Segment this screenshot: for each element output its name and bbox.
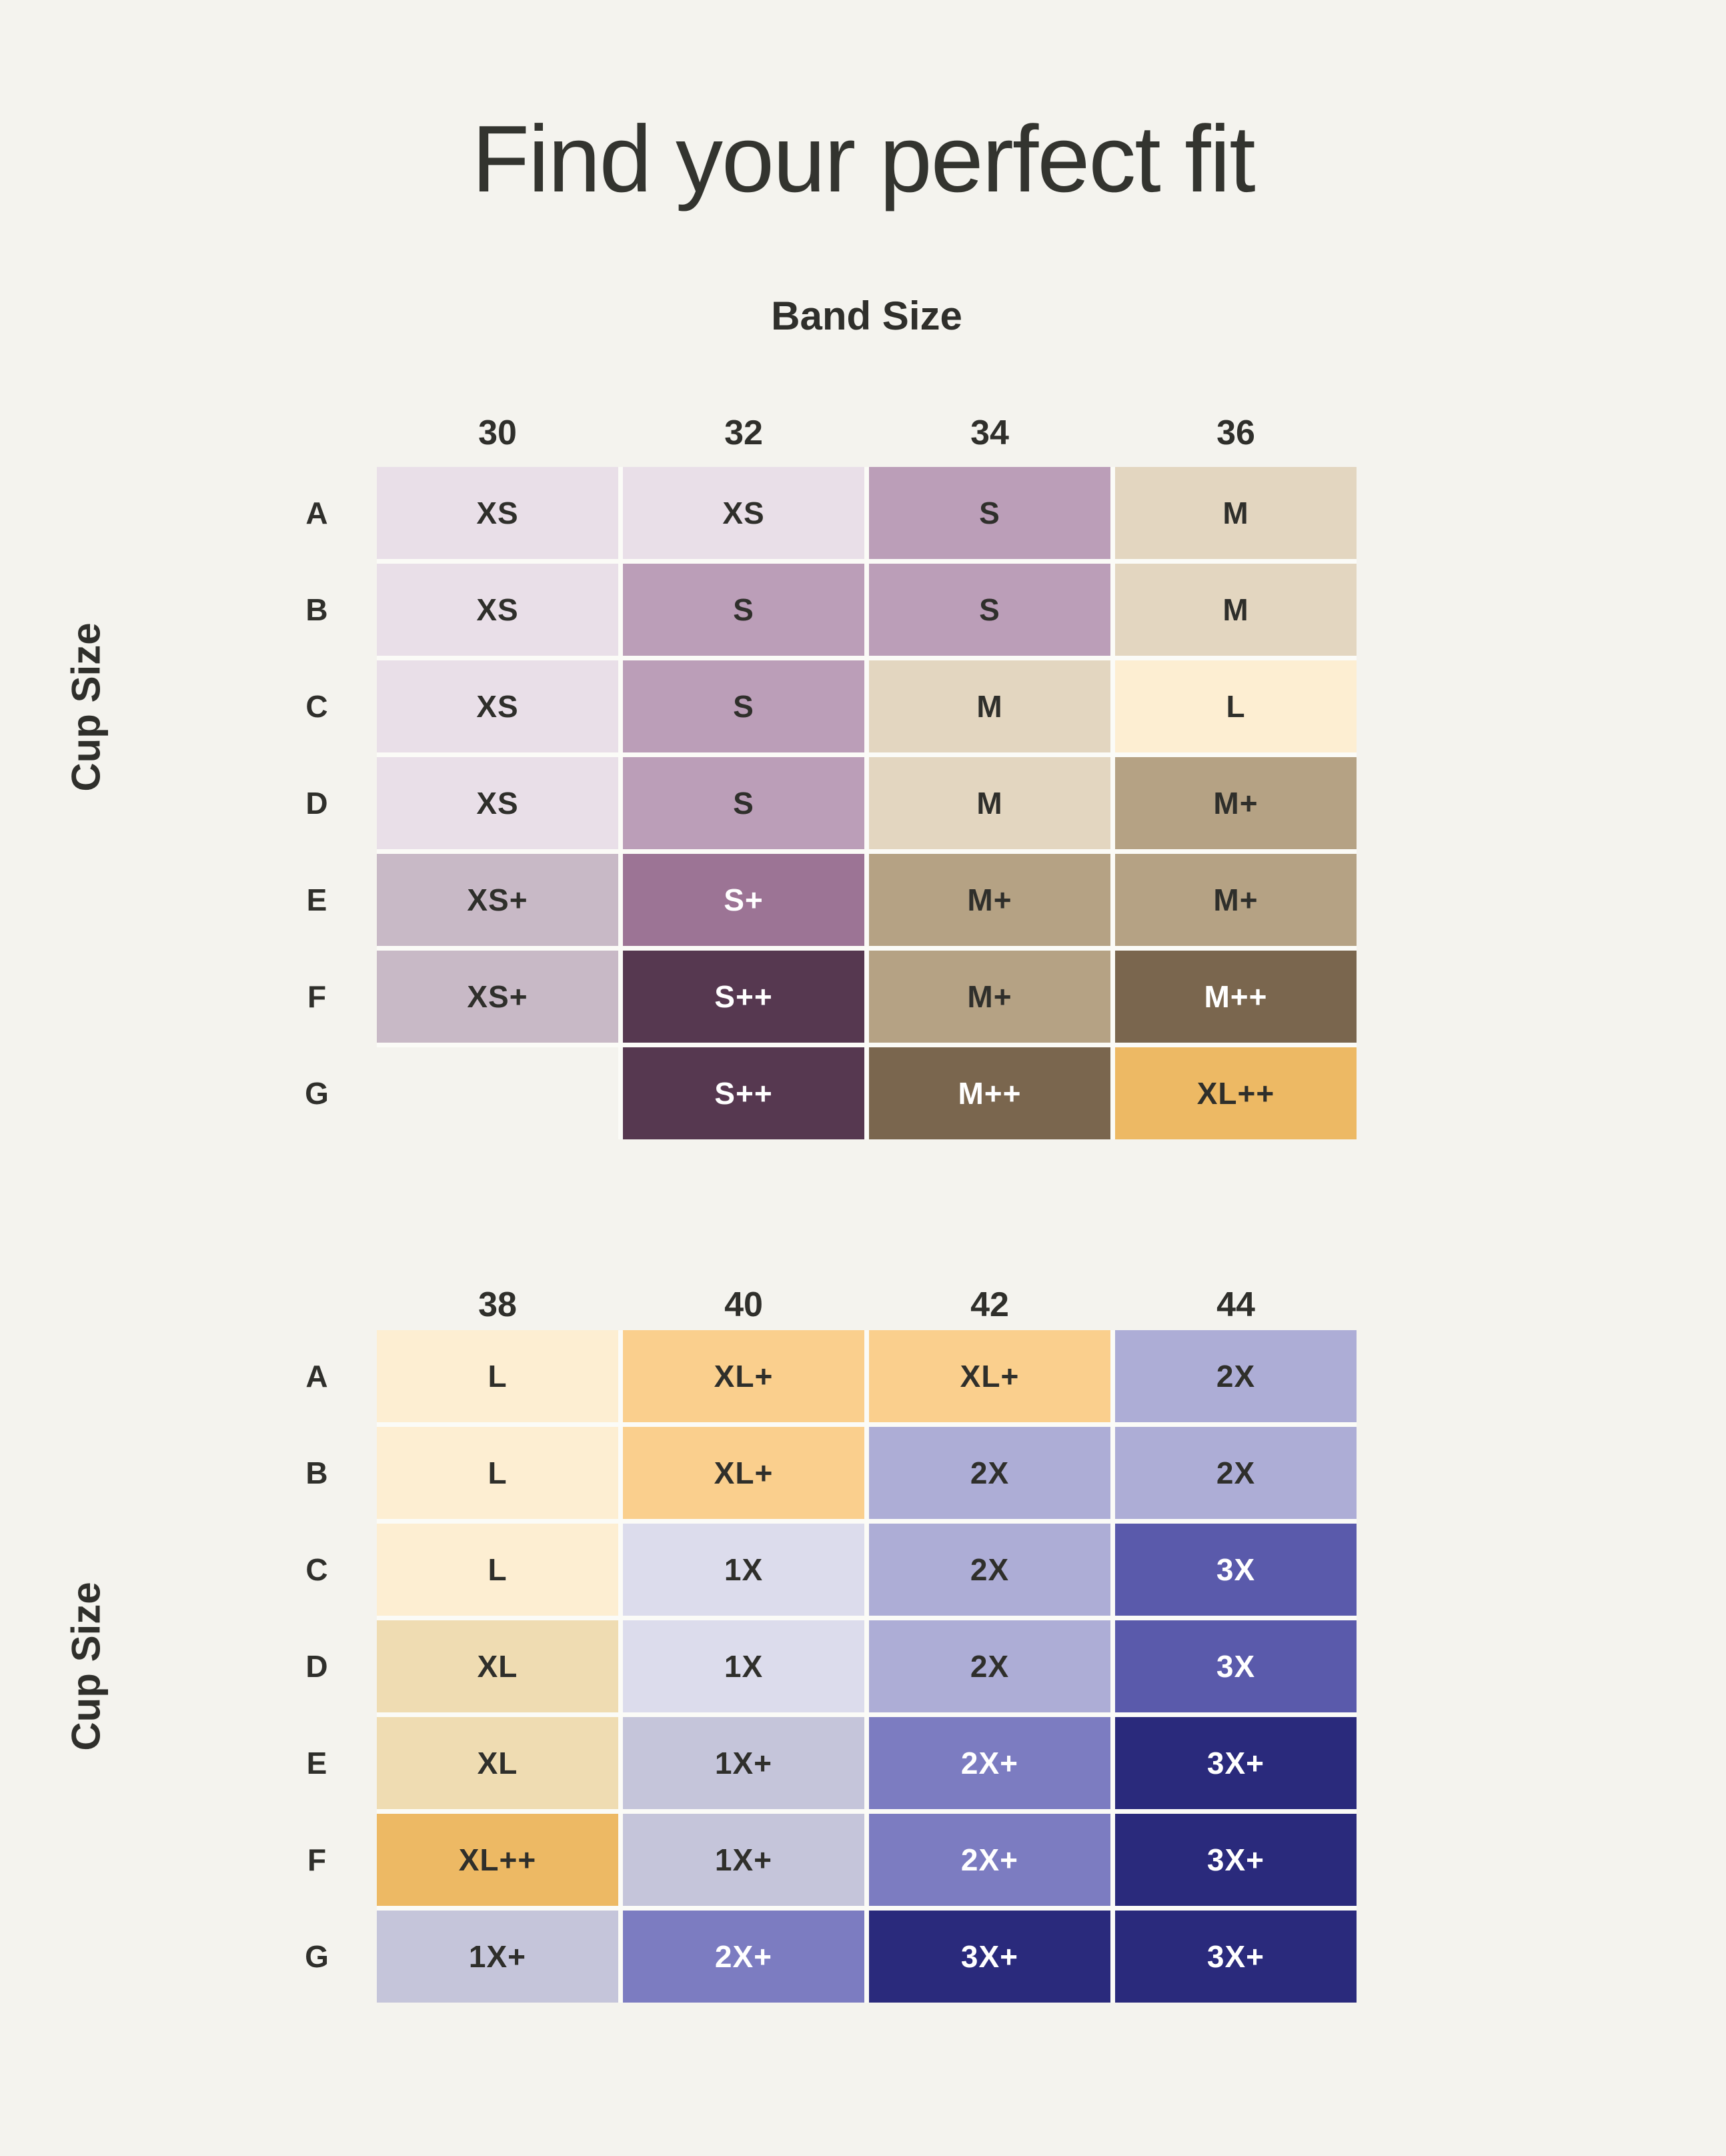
size-cell-38-C: L [377, 1524, 618, 1616]
size-cell-32-F: S++ [623, 951, 864, 1043]
size-cell-32-G: S++ [623, 1047, 864, 1139]
size-cell-40-C: 1X [623, 1524, 864, 1616]
band-headers-1: 38 40 42 44 [377, 1286, 1357, 1323]
cup-size-axis-label-box-1: Cup Size [53, 1330, 120, 2003]
size-cell-34-G: M++ [869, 1047, 1110, 1139]
size-cell-38-G: 1X+ [377, 1911, 618, 2003]
size-cell-34-B: S [869, 564, 1110, 656]
size-cell-44-C: 3X [1115, 1524, 1357, 1616]
size-cell-30-F: XS+ [377, 951, 618, 1043]
size-cell-34-C: M [869, 660, 1110, 752]
size-cell-38-F: XL++ [377, 1814, 618, 1906]
cup-size-label-F-0: F [307, 979, 327, 1014]
cup-labels-0: A B C D E F G [280, 467, 353, 1139]
size-cell-30-D: XS [377, 757, 618, 849]
size-cell-32-C: S [623, 660, 864, 752]
size-cell-38-D: XL [377, 1620, 618, 1712]
size-cell-44-D: 3X [1115, 1620, 1357, 1712]
size-cell-30-B: XS [377, 564, 618, 656]
cup-size-label-A-1: A [305, 1359, 328, 1394]
size-cell-44-F: 3X+ [1115, 1814, 1357, 1906]
cup-size-label-E-1: E [306, 1746, 327, 1780]
cup-size-label-G-1: G [305, 1939, 329, 1974]
size-cell-40-F: 1X+ [623, 1814, 864, 1906]
cup-size-label-F-1: F [307, 1842, 327, 1877]
size-cell-34-E: M+ [869, 854, 1110, 946]
size-cell-34-F: M+ [869, 951, 1110, 1043]
size-cell-40-B: XL+ [623, 1427, 864, 1519]
size-cell-32-A: XS [623, 467, 864, 559]
size-cell-34-A: S [869, 467, 1110, 559]
size-cell-30-A: XS [377, 467, 618, 559]
size-cell-44-A: 2X [1115, 1330, 1357, 1422]
size-cell-30-C: XS [377, 660, 618, 752]
size-cell-40-G: 2X+ [623, 1911, 864, 2003]
size-cell-36-G: XL++ [1115, 1047, 1357, 1139]
size-grid-0: XS XS S M XS S S M XS S M L XS S M M+ XS+ S+ M+ M+ XS+ S++ M+ M… [377, 467, 1357, 1139]
cup-size-label-D-1: D [305, 1649, 328, 1684]
size-cell-32-D: S [623, 757, 864, 849]
size-cell-36-D: M+ [1115, 757, 1357, 849]
cup-size-label-A-0: A [305, 496, 328, 530]
cup-size-label-C-1: C [305, 1552, 328, 1587]
size-cell-44-E: 3X+ [1115, 1717, 1357, 1809]
size-cell-42-B: 2X [869, 1427, 1110, 1519]
size-cell-36-A: M [1115, 467, 1357, 559]
cup-size-label-B-0: B [305, 592, 328, 627]
size-cell-38-B: L [377, 1427, 618, 1519]
size-cell-36-B: M [1115, 564, 1357, 656]
size-cell-42-C: 2X [869, 1524, 1110, 1616]
size-cell-42-G: 3X+ [869, 1911, 1110, 2003]
cup-size-label-C-0: C [305, 689, 328, 724]
page-title: Find your perfect fit [472, 106, 1255, 212]
size-cell-40-A: XL+ [623, 1330, 864, 1422]
size-cell-42-F: 2X+ [869, 1814, 1110, 1906]
size-cell-42-A: XL+ [869, 1330, 1110, 1422]
band-size-header-42: 42 [970, 1285, 1009, 1324]
cup-size-label-D-0: D [305, 786, 328, 821]
band-size-header-38: 38 [478, 1285, 517, 1324]
size-cell-32-E: S+ [623, 854, 864, 946]
size-cell-34-D: M [869, 757, 1110, 849]
band-size-header-30: 30 [478, 414, 517, 452]
size-cell-44-B: 2X [1115, 1427, 1357, 1519]
band-size-header-36: 36 [1216, 414, 1255, 452]
band-size-header-44: 44 [1216, 1285, 1255, 1324]
size-cell-38-A: L [377, 1330, 618, 1422]
size-cell-40-D: 1X [623, 1620, 864, 1712]
size-cell-42-E: 2X+ [869, 1717, 1110, 1809]
band-size-header-34: 34 [970, 414, 1009, 452]
size-cell-38-E: XL [377, 1717, 618, 1809]
band-size-axis-label: Band Size [771, 294, 962, 338]
cup-size-label-E-0: E [306, 883, 327, 917]
size-cell-40-E: 1X+ [623, 1717, 864, 1809]
size-cell-30-E: XS+ [377, 854, 618, 946]
size-cell-44-G: 3X+ [1115, 1911, 1357, 2003]
size-cell-36-E: M+ [1115, 854, 1357, 946]
size-grid-1: L XL+ XL+ 2X L XL+ 2X 2X L 1X 2X 3X XL 1X 2X 3X XL 1X+ 2X+… [377, 1330, 1357, 2003]
size-cell-36-F: M++ [1115, 951, 1357, 1043]
size-cell-42-D: 2X [869, 1620, 1110, 1712]
size-cell-30-G-empty [377, 1047, 618, 1139]
cup-size-label-B-1: B [305, 1456, 328, 1490]
band-headers-0: 30 32 34 36 [377, 414, 1357, 452]
cup-labels-1: A B C D E F G [280, 1330, 353, 2003]
size-cell-36-C: L [1115, 660, 1357, 752]
cup-size-label-G-0: G [305, 1076, 329, 1111]
cup-size-axis-label: Cup Size [64, 1582, 109, 1751]
band-size-header-40: 40 [724, 1285, 763, 1324]
band-size-header-32: 32 [724, 414, 763, 452]
size-cell-32-B: S [623, 564, 864, 656]
